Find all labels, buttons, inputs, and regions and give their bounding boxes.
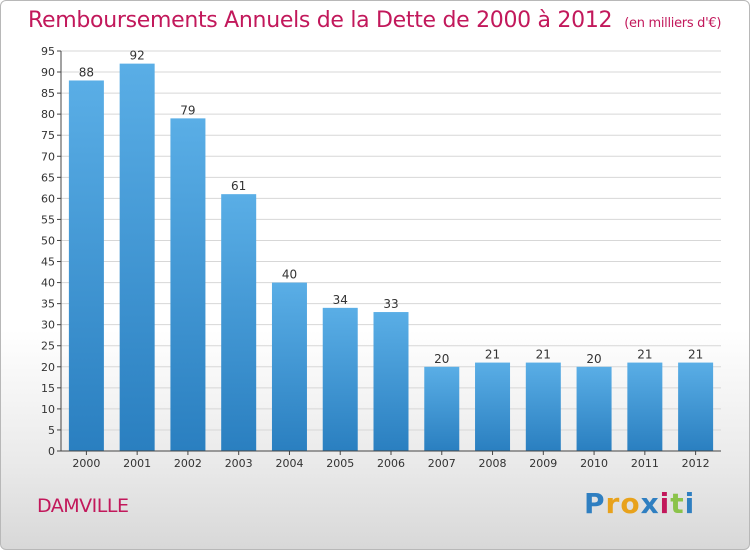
x-tick-label-2002: 2002 (174, 457, 202, 470)
bar-2003 (221, 194, 257, 451)
y-tick-label-55: 55 (41, 213, 55, 226)
y-tick-label-0: 0 (48, 445, 55, 458)
bar-2002 (170, 118, 206, 452)
data-label-2003: 61 (231, 179, 246, 193)
logo-letter-1: r (605, 487, 621, 520)
y-tick-label-30: 30 (41, 319, 55, 332)
y-tick-label-25: 25 (41, 340, 55, 353)
data-label-2008: 21 (485, 348, 500, 362)
y-tick-label-10: 10 (41, 403, 55, 416)
bar-2008 (475, 362, 511, 451)
y-tick-label-35: 35 (41, 298, 55, 311)
y-axis: 0 5 10 15 20 25 30 35 40 45 50 55 60 65 70 75 80 85 90 95 (41, 45, 62, 458)
x-tick-label-2004: 2004 (275, 457, 303, 470)
chart-title: Remboursements Annuels de la Dette de 20… (28, 8, 721, 33)
data-label-2006: 33 (383, 297, 398, 311)
bar-2006 (373, 312, 409, 451)
x-tick-label-2006: 2006 (377, 457, 405, 470)
bar-2005 (322, 307, 358, 451)
y-tick-label-70: 70 (41, 150, 55, 163)
x-tick-label-2003: 2003 (225, 457, 253, 470)
y-tick-label-90: 90 (41, 66, 55, 79)
x-tick-label-2000: 2000 (72, 457, 100, 470)
logo-letter-2: o (620, 487, 641, 520)
x-tick-label-2012: 2012 (682, 457, 710, 470)
y-tick-label-40: 40 (41, 277, 55, 290)
bars: 88 92 79 61 40 34 33 20 21 21 20 21 21 (68, 49, 714, 452)
data-label-2004: 40 (282, 268, 297, 282)
data-label-2011: 21 (637, 348, 652, 362)
proxiti-logo[interactable]: Proxiti (584, 487, 695, 520)
logo-letter-0: P (584, 487, 606, 520)
data-label-2010: 20 (586, 352, 601, 366)
data-label-2000: 88 (79, 65, 94, 79)
data-label-2007: 20 (434, 352, 449, 366)
y-tick-label-65: 65 (41, 171, 55, 184)
x-tick-label-2005: 2005 (326, 457, 354, 470)
x-tick-label-2009: 2009 (529, 457, 557, 470)
unit-label: (en milliers d'€) (624, 16, 722, 31)
title-text: Remboursements Annuels de la Dette de 20… (28, 8, 613, 33)
x-tick-label-2010: 2010 (580, 457, 608, 470)
bar-2004 (271, 282, 307, 451)
y-tick-label-60: 60 (41, 192, 55, 205)
data-label-2009: 21 (536, 348, 551, 362)
bar-2007 (424, 366, 460, 451)
x-tick-label-2011: 2011 (631, 457, 659, 470)
data-label-2002: 79 (180, 103, 195, 117)
commune-name: DAMVILLE (37, 495, 129, 517)
bar-2012 (678, 362, 714, 451)
logo-letter-3: x (640, 487, 660, 520)
bar-2001 (119, 63, 155, 451)
y-tick-label-80: 80 (41, 108, 55, 121)
data-label-2005: 34 (333, 293, 348, 307)
bar-2000 (68, 80, 104, 451)
bar-2011 (627, 362, 663, 451)
logo-letter-5: t (670, 487, 685, 520)
y-tick-label-50: 50 (41, 234, 55, 247)
x-tick-label-2008: 2008 (479, 457, 507, 470)
x-tick-label-2001: 2001 (123, 457, 151, 470)
bar-2010 (576, 366, 612, 451)
data-label-2001: 92 (130, 49, 145, 63)
y-tick-label-45: 45 (41, 256, 55, 269)
x-axis: 2000 2001 2002 2003 2004 2005 2006 2007 2008 2009… (61, 450, 721, 470)
logo-letter-4: i (659, 487, 671, 520)
y-tick-label-20: 20 (41, 361, 55, 374)
bar-2009 (525, 362, 561, 451)
data-label-2012: 21 (688, 348, 703, 362)
logo-letter-6: i (684, 487, 696, 520)
y-tick-label-5: 5 (48, 424, 55, 437)
y-tick-label-75: 75 (41, 129, 55, 142)
y-tick-label-15: 15 (41, 382, 55, 395)
y-tick-label-85: 85 (41, 87, 55, 100)
y-tick-label-95: 95 (41, 45, 55, 58)
x-tick-label-2007: 2007 (428, 457, 456, 470)
